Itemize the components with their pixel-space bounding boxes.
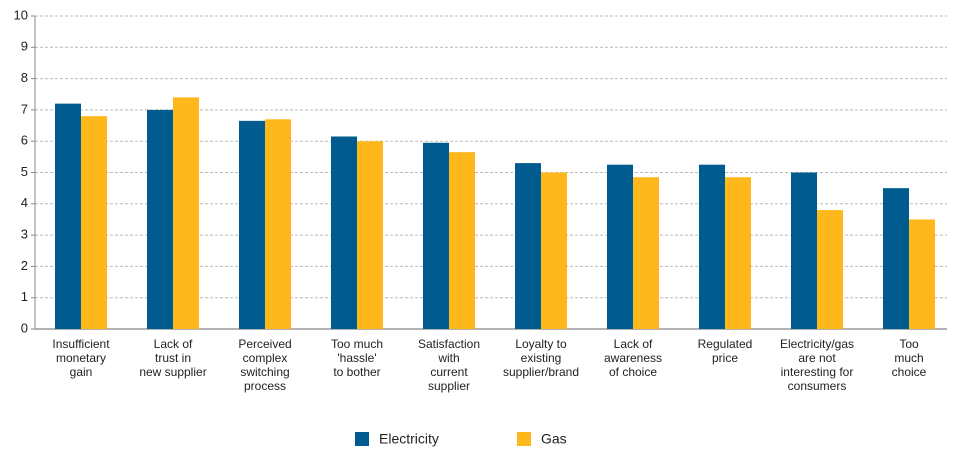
bar	[725, 177, 751, 329]
bar	[147, 109, 173, 330]
x-tick-label-line: Too	[899, 337, 919, 351]
x-tick-label-line: with	[437, 351, 459, 365]
x-tick-label-line: Lack of	[614, 337, 653, 351]
x-tick-label: Too much'hassle' to bother	[331, 337, 383, 379]
legend: Electricity Gas	[355, 431, 567, 447]
x-tick-label-line: awareness	[604, 351, 662, 365]
bar	[633, 177, 659, 329]
x-tick-label-line: new supplier	[139, 365, 206, 379]
x-tick-label: Regulated price	[698, 337, 753, 365]
bar	[607, 164, 633, 329]
x-tick-label-line: complex	[243, 351, 288, 365]
x-tick-label-line: Insufficient	[52, 337, 110, 351]
y-tick-label: 10	[14, 7, 28, 22]
y-tick-label: 6	[21, 133, 28, 148]
x-tick-label-line: Regulated	[698, 337, 753, 351]
legend-swatch	[517, 432, 531, 446]
bar	[791, 172, 817, 329]
x-tick-label-line: supplier/brand	[503, 365, 579, 379]
bar	[173, 97, 199, 329]
bar	[909, 219, 935, 329]
x-tick-label-line: supplier	[428, 379, 470, 393]
x-tick-label-line: to bother	[333, 365, 380, 379]
x-tick-label: Satisfaction with current supplier	[418, 337, 480, 393]
x-tick-label-line: Loyalty to	[515, 337, 567, 351]
x-tick-label-line: current	[430, 365, 468, 379]
x-tick-label: Too much choice	[892, 337, 927, 379]
y-tick-label: 0	[21, 320, 28, 335]
legend-label: Gas	[541, 431, 567, 447]
x-tick-label: Loyalty to existing supplier/brand	[503, 337, 579, 379]
x-tick-label-line: existing	[521, 351, 562, 365]
bar	[357, 141, 383, 329]
x-tick-label-line: choice	[892, 365, 927, 379]
x-tick-label: Perceived complex switching process	[238, 337, 291, 393]
legend-label: Electricity	[379, 431, 439, 447]
x-tick-label-line: Too much	[331, 337, 383, 351]
x-tick-label-line: process	[244, 379, 286, 393]
bar	[423, 142, 449, 329]
bar	[541, 172, 567, 329]
x-tick-label-line: Perceived	[238, 337, 291, 351]
bar	[699, 164, 725, 329]
bar	[515, 163, 541, 329]
y-tick-label: 2	[21, 258, 28, 273]
bar	[331, 136, 357, 329]
x-tick-label-line: monetary	[56, 351, 106, 365]
bar	[817, 210, 843, 329]
x-tick-label-line: 'hassle'	[337, 351, 376, 365]
x-tick-label-line: Lack of	[154, 337, 193, 351]
x-tick-label-line: of choice	[609, 365, 657, 379]
bar	[449, 152, 475, 329]
bar	[883, 188, 909, 329]
y-tick-label: 5	[21, 164, 28, 179]
x-tick-label: Electricity/gas are not interesting for con…	[780, 337, 854, 393]
y-tick-label: 3	[21, 227, 28, 242]
x-tick-label-line: much	[894, 351, 923, 365]
x-tick-label-line: gain	[70, 365, 93, 379]
x-tick-label-line: price	[712, 351, 738, 365]
x-tick-label-line: trust in	[155, 351, 191, 365]
y-tick-label: 7	[21, 101, 28, 116]
x-tick-label-line: consumers	[788, 379, 847, 393]
y-tick-label: 8	[21, 70, 28, 85]
x-tick-label-line: Electricity/gas	[780, 337, 854, 351]
x-tick-label-line: interesting for	[781, 365, 854, 379]
bar	[239, 120, 265, 329]
y-tick-label: 4	[21, 195, 28, 210]
y-tick-label: 9	[21, 39, 28, 54]
x-tick-label-line: are not	[798, 351, 836, 365]
x-tick-label-line: Satisfaction	[418, 337, 480, 351]
y-tick-label: 1	[21, 289, 28, 304]
x-tick-label-line: switching	[240, 365, 289, 379]
legend-swatch	[355, 432, 369, 446]
x-tick-label: Lack of awareness of choice	[604, 337, 662, 379]
bar	[81, 116, 107, 329]
x-tick-label: Insufficient monetary gain	[52, 337, 110, 379]
bar	[55, 103, 81, 329]
x-tick-label: Lack of trust in new supplier	[139, 337, 206, 379]
bar	[265, 119, 291, 329]
